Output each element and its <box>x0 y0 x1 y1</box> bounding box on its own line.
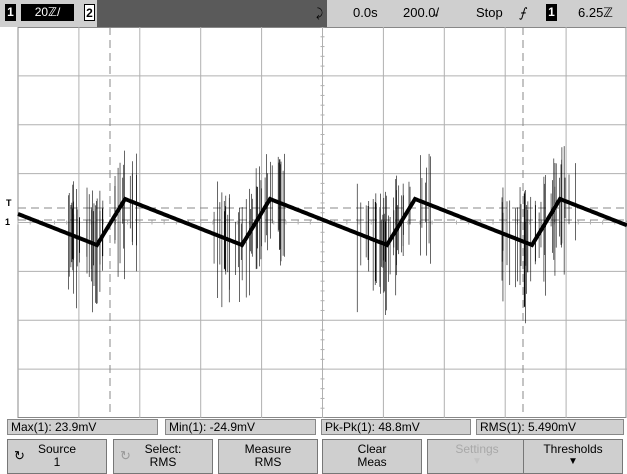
measurement-pkpk: Pk-Pk(1): 48.8mV <box>321 419 471 435</box>
time-delay[interactable]: 0.0s <box>353 5 378 20</box>
measure-softkey[interactable]: Measure RMS <box>218 439 318 474</box>
waveform-display[interactable]: T 1 <box>0 27 627 418</box>
select-softkey[interactable]: ↻ Select: RMS <box>113 439 213 474</box>
entry-knob-icon: ↻ <box>120 448 131 463</box>
measurement-max: Max(1): 23.9mV <box>7 419 158 435</box>
arrow-down-icon: ▼ <box>472 456 482 467</box>
measure-softkey-label: Measure <box>244 442 292 456</box>
status-bar: 1 20ℤ/ 2 ⤸ 0.0s 200.0̵/ Stop ⨍ 1 6.25ℤ <box>0 0 627 27</box>
channel1-trace <box>17 146 627 324</box>
channel1-ground-marker: 1 <box>5 217 10 227</box>
settings-softkey[interactable]: Settings ▼ <box>427 439 527 474</box>
measurement-min: Min(1): -24.9mV <box>165 419 316 435</box>
thresholds-softkey-label: Thresholds <box>543 442 603 456</box>
source-softkey[interactable]: ↻ Source 1 <box>7 439 107 474</box>
trigger-level-marker: T <box>6 198 12 208</box>
clear-meas-softkey[interactable]: Clear Meas <box>322 439 422 474</box>
thresholds-softkey[interactable]: Thresholds ▼ <box>523 439 623 474</box>
channel2-indicator[interactable]: 2 <box>84 4 95 21</box>
run-state[interactable]: Stop <box>476 5 503 20</box>
channel1-scale[interactable]: 20ℤ/ <box>21 4 74 21</box>
source-softkey-label: Source <box>37 442 77 456</box>
softkey-row: ↻ Source 1 ↻ Select: RMS Measure RMS Cle… <box>0 437 627 474</box>
trigger-edge-icon: ⨍ <box>519 5 526 20</box>
graticule <box>17 27 627 418</box>
arrow-down-icon: ▼ <box>568 456 578 467</box>
settings-softkey-label: Settings <box>455 442 499 456</box>
trigger-level[interactable]: 6.25ℤ <box>578 5 613 20</box>
screen-markers: T 1 <box>5 198 12 227</box>
measurement-row: Max(1): 23.9mV Min(1): -24.9mV Pk-Pk(1):… <box>0 418 627 436</box>
channel1-indicator[interactable]: 1 <box>5 4 16 21</box>
trigger-source[interactable]: 1 <box>546 4 557 21</box>
entry-knob-icon: ↻ <box>14 448 25 463</box>
clear-softkey-label: Clear <box>357 442 387 456</box>
status-bar-dark-region <box>97 0 327 27</box>
measurement-rms: RMS(1): 5.490mV <box>476 419 624 435</box>
clear-softkey-value: Meas <box>357 455 387 469</box>
trigger-delay-marker-icon: ⤸ <box>316 6 324 20</box>
source-softkey-value: 1 <box>53 455 61 469</box>
select-softkey-value: RMS <box>149 455 177 469</box>
time-scale[interactable]: 200.0̵/ <box>403 5 440 20</box>
select-softkey-label: Select: <box>144 442 182 456</box>
measure-softkey-value: RMS <box>254 455 282 469</box>
